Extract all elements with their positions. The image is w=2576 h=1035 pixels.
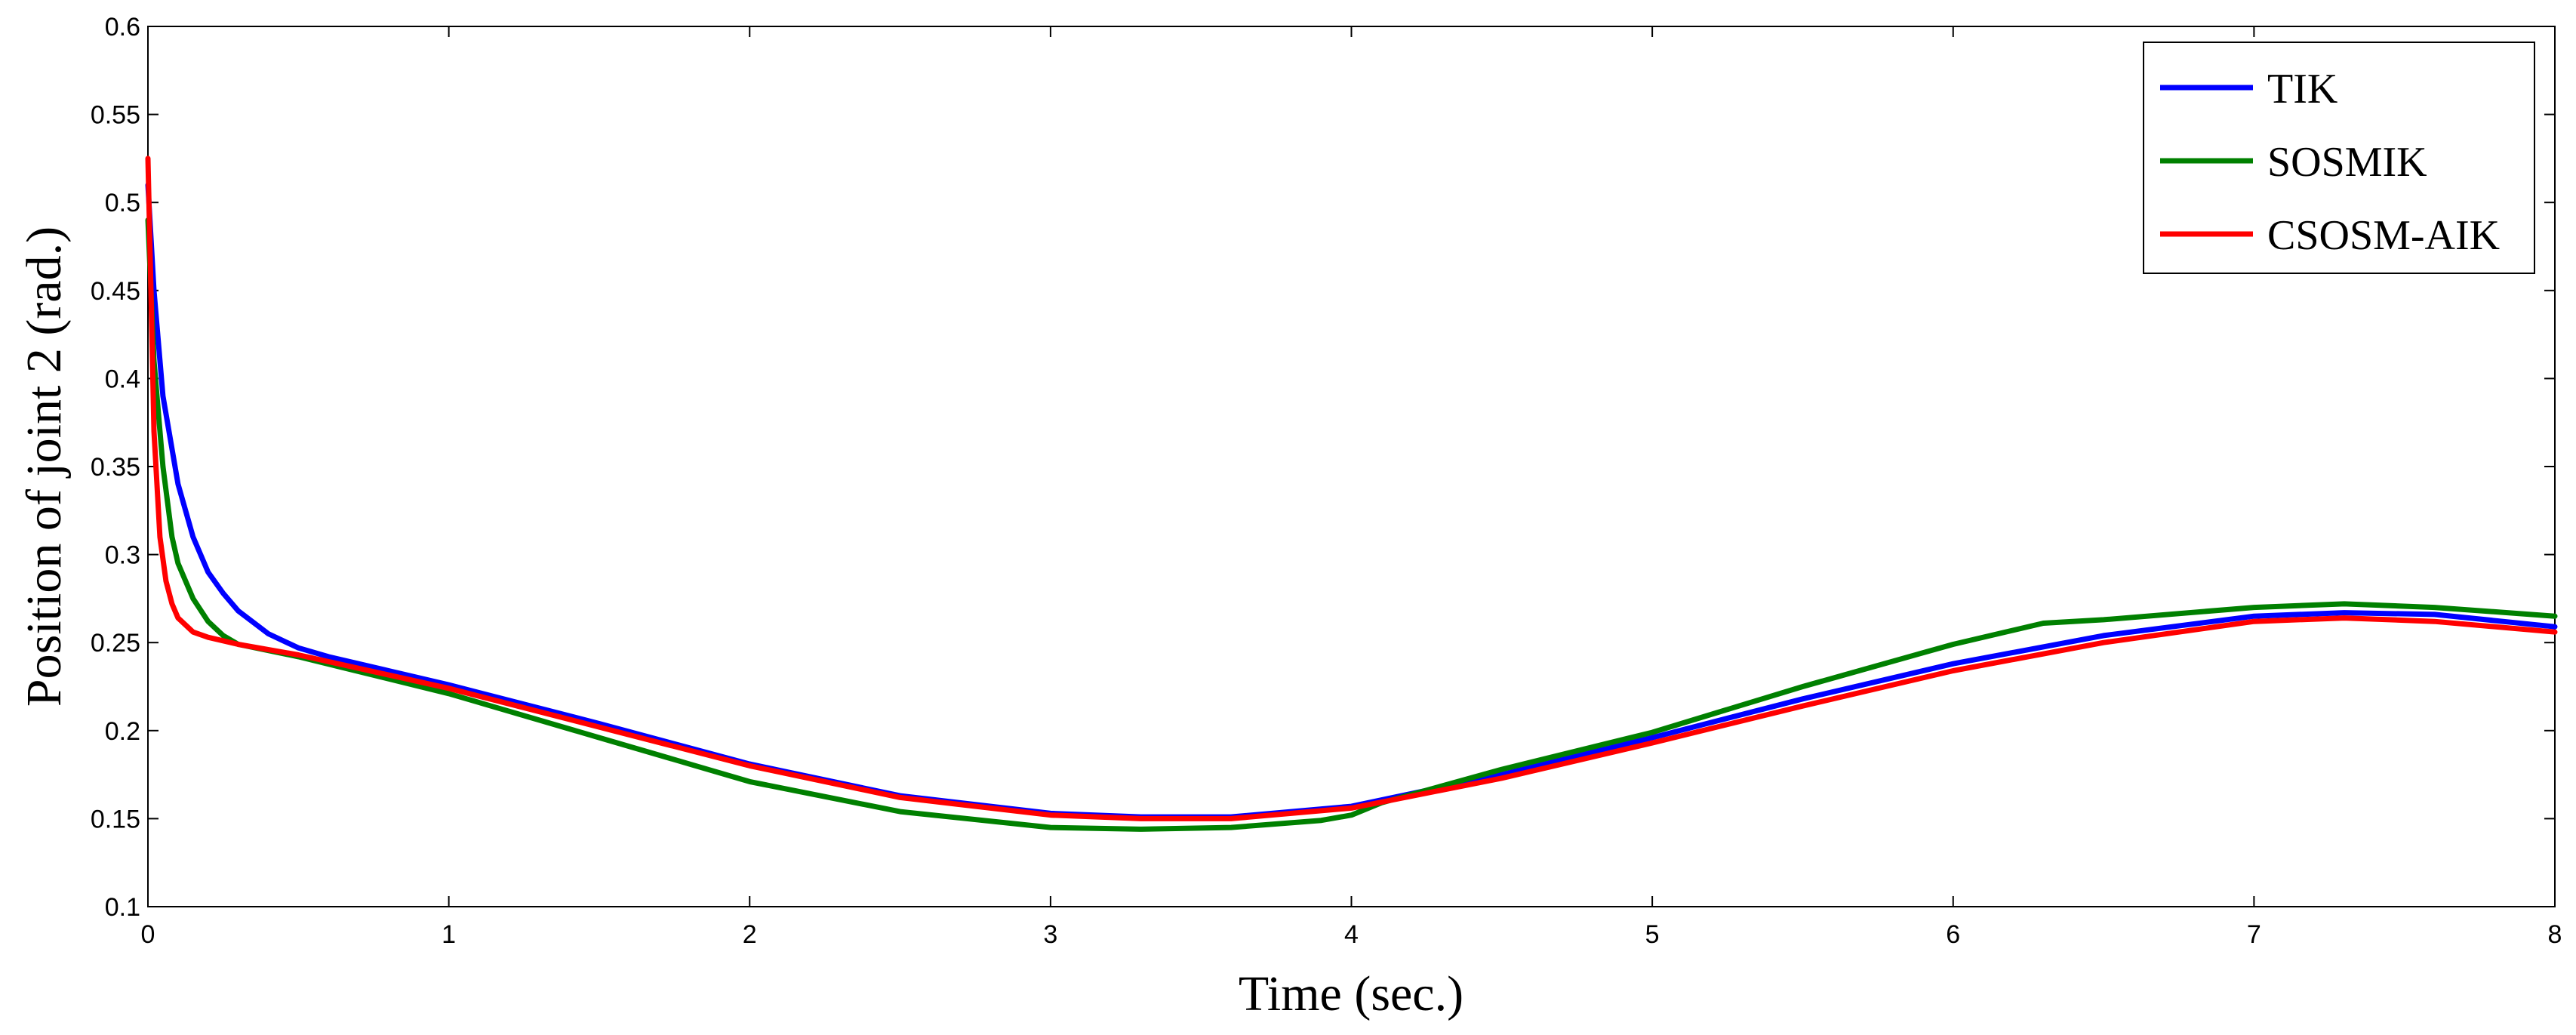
y-tick-label: 0.15 [91, 805, 140, 833]
x-tick-label: 0 [141, 920, 155, 949]
y-tick-label: 0.35 [91, 453, 140, 482]
y-tick-label: 0.6 [105, 13, 140, 42]
x-tick-label: 5 [1645, 920, 1660, 949]
series-layer [145, 156, 2558, 832]
y-axis-label: Position of joint 2 (rad.) [17, 226, 72, 707]
x-tick-label: 3 [1043, 920, 1057, 949]
y-tick-label: 0.45 [91, 277, 140, 306]
x-tick-label: 7 [2247, 920, 2261, 949]
legend: TIK SOSMIK CSOSM-AIK [2143, 42, 2535, 274]
series-line-csosm-aik [145, 156, 2558, 821]
x-tick-label: 1 [442, 920, 456, 949]
y-tick-label: 0.1 [105, 893, 140, 922]
x-axis-ticks: 0 1 2 3 4 5 6 7 8 [141, 26, 2562, 949]
x-axis-label: Time (sec.) [1239, 966, 1463, 1021]
legend-label-tik: TIK [2267, 66, 2337, 112]
y-tick-label: 0.4 [105, 365, 140, 393]
y-tick-label: 0.5 [105, 189, 140, 217]
y-tick-label: 0.55 [91, 101, 140, 130]
x-tick-label: 6 [1946, 920, 1960, 949]
y-tick-label: 0.3 [105, 541, 140, 570]
x-tick-label: 8 [2548, 920, 2562, 949]
x-tick-label: 2 [743, 920, 757, 949]
legend-label-csosm-aik: CSOSM-AIK [2267, 212, 2500, 259]
legend-label-sosmik: SOSMIK [2267, 139, 2427, 186]
series-line-sosmik [145, 217, 2558, 832]
y-tick-label: 0.25 [91, 629, 140, 658]
x-tick-label: 4 [1344, 920, 1359, 949]
y-tick-label: 0.2 [105, 717, 140, 746]
y-axis-ticks: 0.1 0.15 0.2 0.25 0.3 0.35 0.4 0.45 0.5 0.55 0.6 [91, 13, 2555, 922]
